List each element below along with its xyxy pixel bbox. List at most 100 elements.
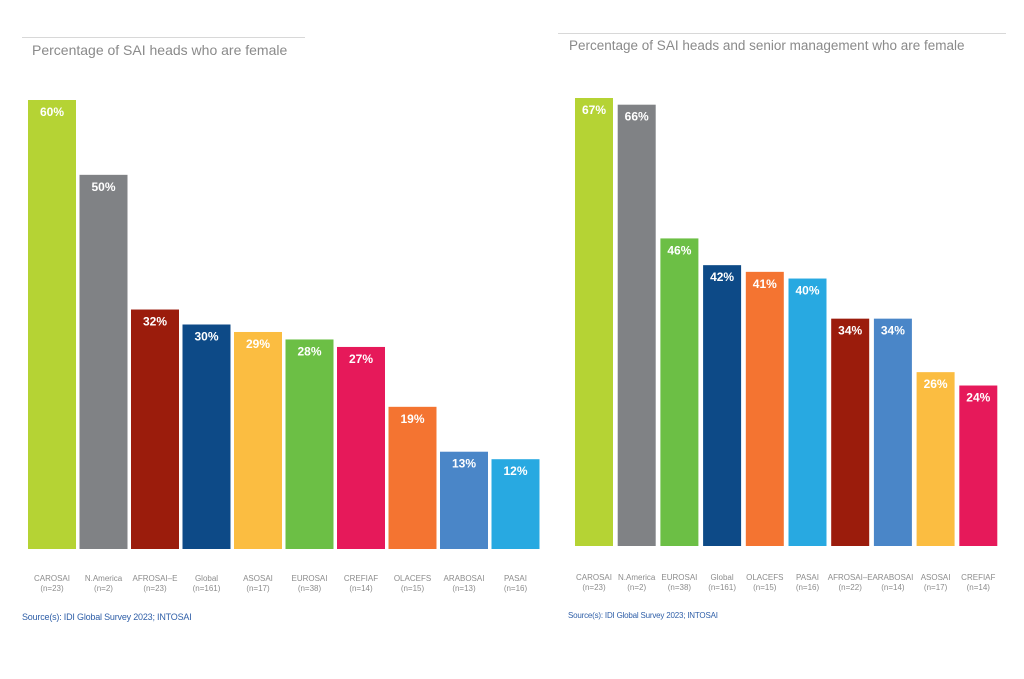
category-label: CREFIAF: [344, 574, 378, 583]
category-label: ARABOSAI: [444, 574, 485, 583]
bar-chart-svg: 67% CAROSAI(n=23) 66% N.America(n=2) 46% EURO…: [575, 98, 998, 592]
bar-group: 30% Global(n=161): [182, 324, 231, 593]
category-label: CAROSAI: [576, 573, 612, 582]
bar-arabosai: [873, 318, 912, 546]
bar-group: 13% ARABOSAI(n=13): [440, 451, 488, 593]
bar-group: 19% OLACEFS(n=15): [388, 406, 437, 593]
bar-group: 34% AFROSAI–E(n=22): [828, 318, 873, 592]
bar-pasai: [491, 459, 540, 549]
category-label: CAROSAI: [34, 574, 70, 583]
sample-size-label: (n=17): [924, 583, 948, 592]
sample-size-label: (n=16): [504, 584, 528, 593]
data-label: 32%: [143, 315, 167, 329]
data-label: 46%: [667, 243, 691, 257]
sample-size-label: (n=161): [193, 584, 221, 593]
category-label: Global: [195, 574, 218, 583]
bar-afrosaie: [831, 318, 870, 546]
bar-group: 46% EUROSAI(n=38): [660, 238, 699, 592]
bar-group: 34% ARABOSAI(n=14): [872, 318, 913, 592]
category-label: CREFIAF: [961, 573, 995, 582]
bar-namerica: [617, 104, 656, 546]
data-label: 60%: [40, 105, 64, 119]
bar-group: 28% EUROSAI(n=38): [285, 339, 334, 593]
title-rule: [22, 37, 305, 38]
bar-namerica: [79, 174, 128, 550]
sample-size-label: (n=23): [40, 584, 64, 593]
bar-global: [182, 324, 231, 549]
bar-carosai: [28, 100, 76, 549]
data-label: 66%: [625, 110, 649, 124]
data-label: 34%: [838, 324, 862, 338]
category-label: N.America: [618, 573, 656, 582]
category-label: EUROSAI: [291, 574, 327, 583]
bar-olacefs: [388, 406, 437, 549]
data-label: 29%: [246, 337, 270, 351]
title-rule: [558, 33, 1006, 34]
sample-size-label: (n=15): [753, 583, 777, 592]
bar-group: 67% CAROSAI(n=23): [575, 98, 613, 592]
source-note: Source(s): IDI Global Survey 2023; INTOS…: [22, 612, 192, 622]
bar-group: 50% N.America(n=2): [79, 174, 128, 593]
data-label: 19%: [400, 412, 424, 426]
bar-global: [703, 265, 742, 546]
category-label: PASAI: [504, 574, 527, 583]
data-label: 13%: [452, 457, 476, 471]
category-label: ASOSAI: [243, 574, 273, 583]
data-label: 30%: [194, 330, 218, 344]
data-label: 50%: [91, 180, 115, 194]
category-label: N.America: [85, 574, 123, 583]
sample-size-label: (n=14): [967, 583, 991, 592]
bar-crefiaf: [959, 385, 998, 546]
data-label: 41%: [753, 277, 777, 291]
sample-size-label: (n=17): [246, 584, 270, 593]
bar-asosai: [916, 372, 955, 546]
sample-size-label: (n=2): [627, 583, 646, 592]
data-label: 34%: [881, 324, 905, 338]
category-label: Global: [711, 573, 734, 582]
category-label: PASAI: [796, 573, 819, 582]
category-label: AFROSAI–E: [133, 574, 178, 583]
sample-size-label: (n=23): [582, 583, 606, 592]
bar-afrosaie: [131, 309, 179, 549]
sample-size-label: (n=14): [881, 583, 905, 592]
chart-title: Percentage of SAI heads who are female: [32, 42, 288, 58]
bar-eurosai: [660, 238, 699, 546]
bar-olacefs: [745, 271, 784, 546]
bar-asosai: [234, 331, 282, 549]
category-label: OLACEFS: [394, 574, 431, 583]
chart-panel-left: Percentage of SAI heads who are female 6…: [22, 37, 540, 622]
sample-size-label: (n=13): [452, 584, 476, 593]
bar-group: 27% CREFIAF(n=14): [337, 346, 385, 593]
bar-carosai: [575, 98, 613, 546]
bar-arabosai: [440, 451, 488, 549]
category-label: EUROSAI: [661, 573, 697, 582]
bar-group: 60% CAROSAI(n=23): [28, 100, 76, 593]
bar-eurosai: [285, 339, 334, 549]
bar-group: 12% PASAI(n=16): [491, 459, 540, 593]
sample-size-label: (n=16): [796, 583, 820, 592]
bar-group: 29% ASOSAI(n=17): [234, 331, 282, 593]
sample-size-label: (n=161): [708, 583, 736, 592]
bar-group: 40% PASAI(n=16): [788, 278, 827, 592]
bar-group: 26% ASOSAI(n=17): [916, 372, 955, 592]
sample-size-label: (n=38): [298, 584, 322, 593]
bar-group: 41% OLACEFS(n=15): [745, 271, 784, 592]
category-label: ARABOSAI: [872, 573, 913, 582]
sample-size-label: (n=2): [94, 584, 113, 593]
category-label: AFROSAI–E: [828, 573, 873, 582]
data-label: 27%: [349, 352, 373, 366]
data-label: 12%: [503, 464, 527, 478]
bar-group: 32% AFROSAI–E(n=23): [131, 309, 179, 593]
bar-pasai: [788, 278, 827, 546]
bar-crefiaf: [337, 346, 385, 549]
bar-chart-svg: 60%CAROSAI(n=23)50%N.America(n=2)32%AFRO…: [28, 100, 540, 593]
bar-group: 42% Global(n=161): [703, 265, 742, 592]
chart-title: Percentage of SAI heads and senior manag…: [569, 38, 965, 53]
bar-group: 24% CREFIAF(n=14): [959, 385, 998, 592]
sample-size-label: (n=15): [401, 584, 425, 593]
sample-size-label: (n=23): [143, 584, 167, 593]
data-label: 28%: [297, 344, 321, 358]
category-label: OLACEFS: [746, 573, 783, 582]
sample-size-label: (n=38): [668, 583, 692, 592]
source-note: Source(s): IDI Global Survey 2023; INTOS…: [568, 611, 718, 620]
